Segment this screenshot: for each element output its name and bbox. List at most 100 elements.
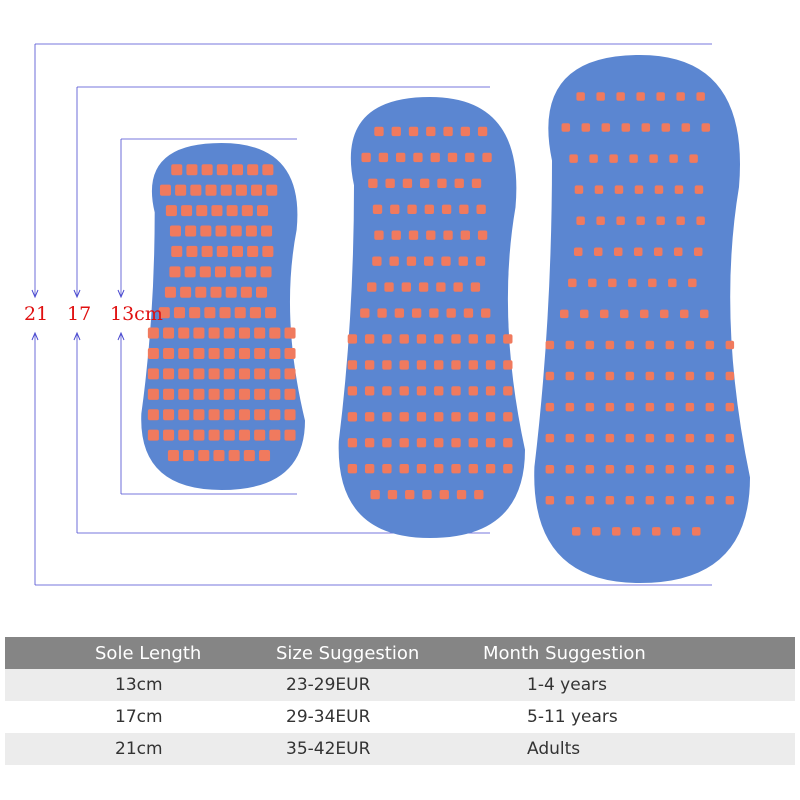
grip-dot — [565, 371, 575, 381]
grip-dot — [434, 360, 444, 370]
grip-dot — [639, 309, 649, 319]
grip-dot — [585, 433, 595, 443]
grip-dot — [262, 245, 274, 257]
cell: 23-29EUR — [276, 669, 482, 701]
grip-dot — [592, 527, 601, 536]
grip-dot — [347, 438, 358, 448]
grip-dot — [460, 126, 471, 137]
grip-dot — [601, 123, 611, 132]
grip-dot — [648, 278, 657, 288]
grip-dot — [399, 412, 409, 422]
grip-dot — [441, 204, 452, 214]
grip-dot — [468, 334, 478, 344]
grip-dot — [193, 388, 205, 400]
grip-dot — [585, 496, 595, 505]
grip-dot — [220, 184, 232, 196]
grip-dot — [649, 154, 658, 163]
grip-dot — [416, 438, 427, 448]
grip-dot — [456, 489, 467, 500]
grip-dot — [193, 347, 205, 360]
grip-dot — [416, 386, 427, 396]
grip-dot — [243, 450, 255, 462]
grip-dot — [669, 154, 678, 163]
grip-dot — [387, 489, 398, 500]
cell: 17cm — [115, 707, 163, 727]
grip-dot — [668, 278, 677, 288]
grip-dot — [364, 438, 375, 448]
grip-dot — [605, 464, 615, 474]
grip-dot — [223, 368, 235, 380]
arrow-icon — [73, 289, 81, 299]
grip-dot — [372, 204, 383, 214]
grip-dot — [385, 178, 395, 189]
grip-dot — [725, 340, 735, 350]
grip-dot — [545, 464, 555, 474]
grip-dot — [614, 185, 624, 194]
grip-dot — [240, 286, 252, 298]
grip-dot — [260, 266, 272, 278]
grip-dot — [424, 204, 435, 214]
grip-dot — [608, 278, 617, 288]
grip-dot — [451, 464, 461, 474]
grip-dot — [468, 412, 478, 422]
table-row: 13cm 23-29EUR 1-4 years — [5, 669, 795, 701]
grip-dot — [673, 247, 683, 257]
grip-dot — [585, 464, 595, 474]
grip-dot — [426, 126, 436, 137]
grip-dot — [476, 204, 486, 214]
grip-dot — [147, 409, 159, 421]
sock-size-illustration — [31, 43, 750, 586]
grip-dot — [245, 266, 257, 278]
grip-dot — [696, 216, 705, 225]
grip-dot — [256, 205, 269, 217]
grip-dot — [634, 185, 644, 194]
grip-dot — [171, 164, 183, 176]
grip-dot — [503, 438, 513, 448]
grip-dot — [424, 256, 434, 266]
grip-dot — [628, 278, 637, 288]
grip-dot — [235, 184, 247, 196]
grip-dot — [545, 402, 555, 412]
grip-dot — [581, 123, 591, 132]
grip-dot — [585, 340, 595, 350]
grip-dot — [468, 464, 478, 474]
grip-dot — [485, 386, 496, 396]
grip-dot — [360, 308, 370, 318]
grip-dot — [652, 527, 661, 536]
grip-dot — [705, 402, 715, 412]
grip-dot — [474, 489, 484, 500]
grip-dot — [347, 464, 358, 474]
grip-dot — [689, 154, 698, 163]
grip-dot — [485, 412, 496, 422]
grip-dot — [475, 256, 486, 266]
grip-dot — [178, 368, 190, 380]
grip-dot — [434, 464, 444, 474]
cell: 29-34EUR — [286, 707, 371, 727]
grip-dot — [382, 334, 392, 344]
grip-dot — [234, 307, 246, 319]
grip-dot — [503, 412, 513, 422]
grip-dot — [183, 450, 195, 462]
grip-dot — [399, 334, 409, 344]
grip-dot — [625, 340, 635, 350]
grip-dot — [251, 184, 263, 196]
grip-dot — [676, 92, 685, 101]
grip-dot — [147, 368, 159, 380]
grip-dot — [193, 409, 205, 421]
grip-dot — [396, 152, 406, 163]
grip-dot — [364, 386, 375, 396]
grip-dot — [147, 388, 159, 400]
grip-dot — [195, 286, 207, 298]
table-row: 17cm 29-34EUR 5-11 years — [5, 701, 795, 733]
grip-dot — [147, 429, 159, 441]
grip-dot — [605, 402, 615, 412]
grip-dot — [441, 256, 451, 266]
grip-dot — [645, 464, 655, 474]
grip-dot — [609, 154, 618, 163]
grip-dot — [347, 386, 358, 396]
grip-dot — [659, 309, 669, 319]
grip-dot — [269, 429, 281, 441]
grip-dot — [589, 154, 598, 163]
grip-dot — [621, 123, 631, 132]
grip-dot — [585, 371, 595, 381]
